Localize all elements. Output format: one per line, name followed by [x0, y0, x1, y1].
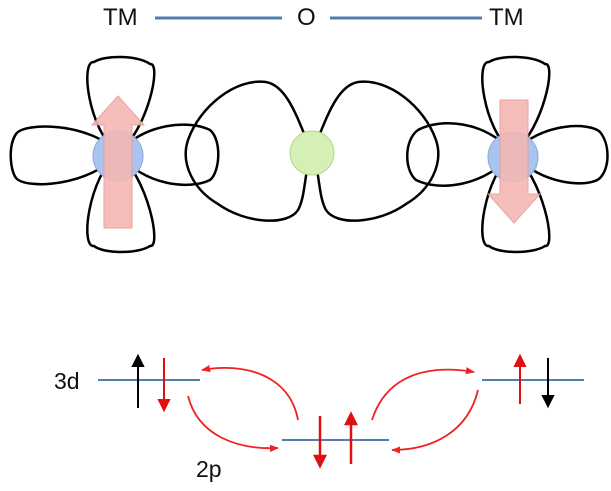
o-electron-down-red [312, 416, 328, 469]
right-electron-down-black [541, 358, 555, 409]
right-spin-down-arrow [486, 99, 542, 224]
oxygen-label: O [297, 4, 316, 31]
p-lobe-left [184, 80, 314, 222]
left-electron-up-black [131, 353, 145, 408]
o-electron-up-red [343, 411, 359, 464]
hop-arrow-right-lower [391, 389, 479, 454]
left-spin-up-arrow [90, 95, 146, 229]
left-d-lobe-top [86, 55, 156, 155]
hop-arrow-left-upper [201, 365, 299, 421]
left-d-lobe-left [9, 125, 120, 186]
3d-level-label: 3d [54, 368, 80, 394]
hop-arrow-left-lower [187, 395, 279, 452]
left-d-lobe-bottom [86, 151, 156, 254]
right-d-lobe-left [406, 122, 515, 187]
right-d-lobe-right [511, 124, 609, 185]
oxygen-atom [289, 130, 335, 176]
left-tm-label: TM [103, 4, 138, 31]
p-lobe-right [310, 80, 440, 222]
2p-level-label: 2p [196, 456, 222, 482]
left-electron-down-red [157, 358, 171, 413]
oxygen-p-orbital [184, 80, 440, 222]
right-tm-d-orbital [406, 55, 609, 254]
right-electron-up-red [513, 353, 527, 404]
right-d-lobe-top [481, 55, 551, 155]
left-tm-d-orbital [9, 55, 220, 254]
right-d-lobe-bottom [481, 151, 551, 254]
left-d-lobe-right [116, 123, 220, 187]
hop-arrow-right-upper [371, 367, 475, 421]
right-tm-label: TM [489, 4, 524, 31]
